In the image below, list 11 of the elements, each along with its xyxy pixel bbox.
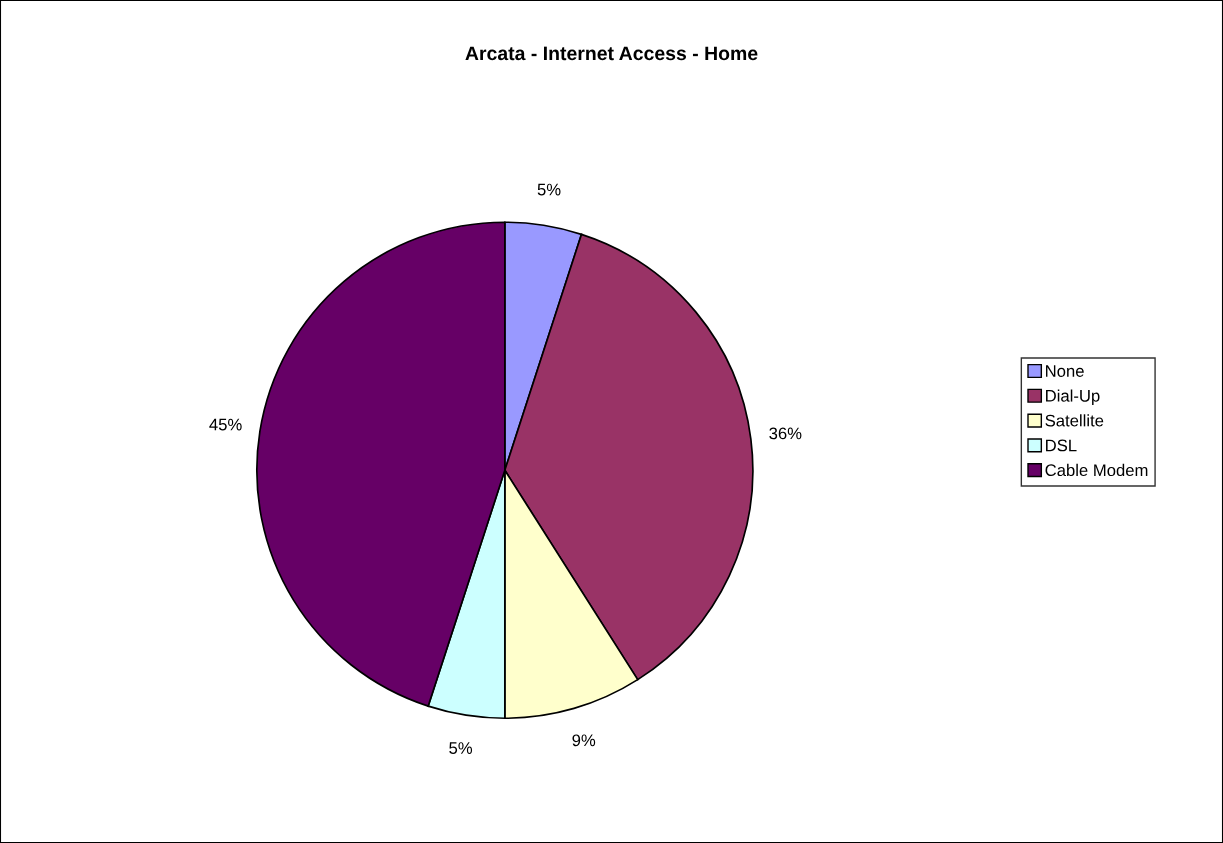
- legend-label: Cable Modem: [1045, 463, 1148, 477]
- data-label: 5%: [537, 183, 561, 196]
- chart-title: Arcata - Internet Access - Home: [465, 46, 758, 61]
- data-label: 36%: [769, 427, 802, 440]
- legend-label: DSL: [1046, 439, 1077, 452]
- data-label: 9%: [572, 734, 596, 747]
- legend-label: None: [1046, 365, 1084, 377]
- legend-label: Dial-Up: [1046, 389, 1100, 406]
- data-label: 45%: [209, 418, 242, 431]
- data-label: 5%: [449, 742, 473, 754]
- legend-label: Satellite: [1045, 414, 1104, 427]
